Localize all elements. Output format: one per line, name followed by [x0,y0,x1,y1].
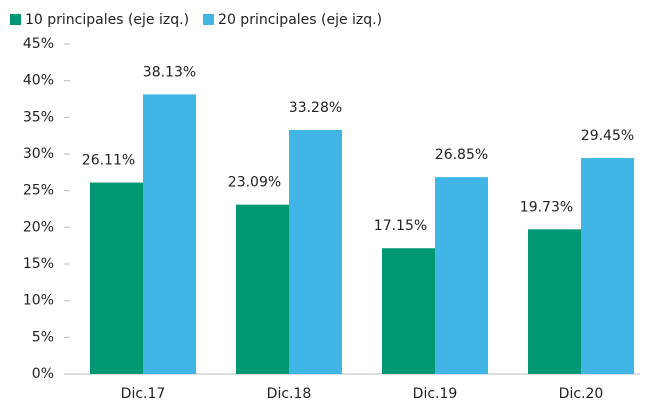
y-tick-label: 20% [23,219,54,235]
legend-label: 10 principales (eje izq.) [25,12,189,28]
value-label: 17.15% [374,218,427,234]
y-tick-label: 30% [23,146,54,162]
x-tick-label: Dic.18 [267,386,312,402]
value-label: 29.45% [581,128,634,144]
bar [236,204,289,374]
bar [528,229,581,374]
x-tick-label: Dic.17 [121,386,166,402]
x-tick-label: Dic.19 [413,386,458,402]
y-tick-label: 40% [23,73,54,89]
bar [581,158,634,374]
value-label: 26.85% [435,147,488,163]
value-label: 23.09% [228,175,281,191]
value-label: 33.28% [289,100,342,116]
x-tick-label: Dic.20 [559,386,604,402]
y-tick-label: 35% [23,109,54,125]
legend-swatch [203,14,215,25]
legend-label: 20 principales (eje izq.) [218,12,382,28]
bar [382,248,435,374]
bar [435,177,488,374]
y-tick-label: 15% [23,256,54,272]
value-label: 26.11% [82,153,135,169]
y-tick-label: 25% [23,183,54,199]
y-tick-label: 0% [32,366,54,382]
y-tick-label: 45% [23,36,54,52]
value-label: 38.13% [143,64,196,80]
bar [143,94,196,374]
legend-swatch [10,14,21,25]
value-label: 19.73% [520,199,573,215]
y-tick-label: 5% [32,329,54,345]
bar [90,182,143,374]
bar [289,129,342,374]
y-tick-label: 10% [23,293,54,309]
